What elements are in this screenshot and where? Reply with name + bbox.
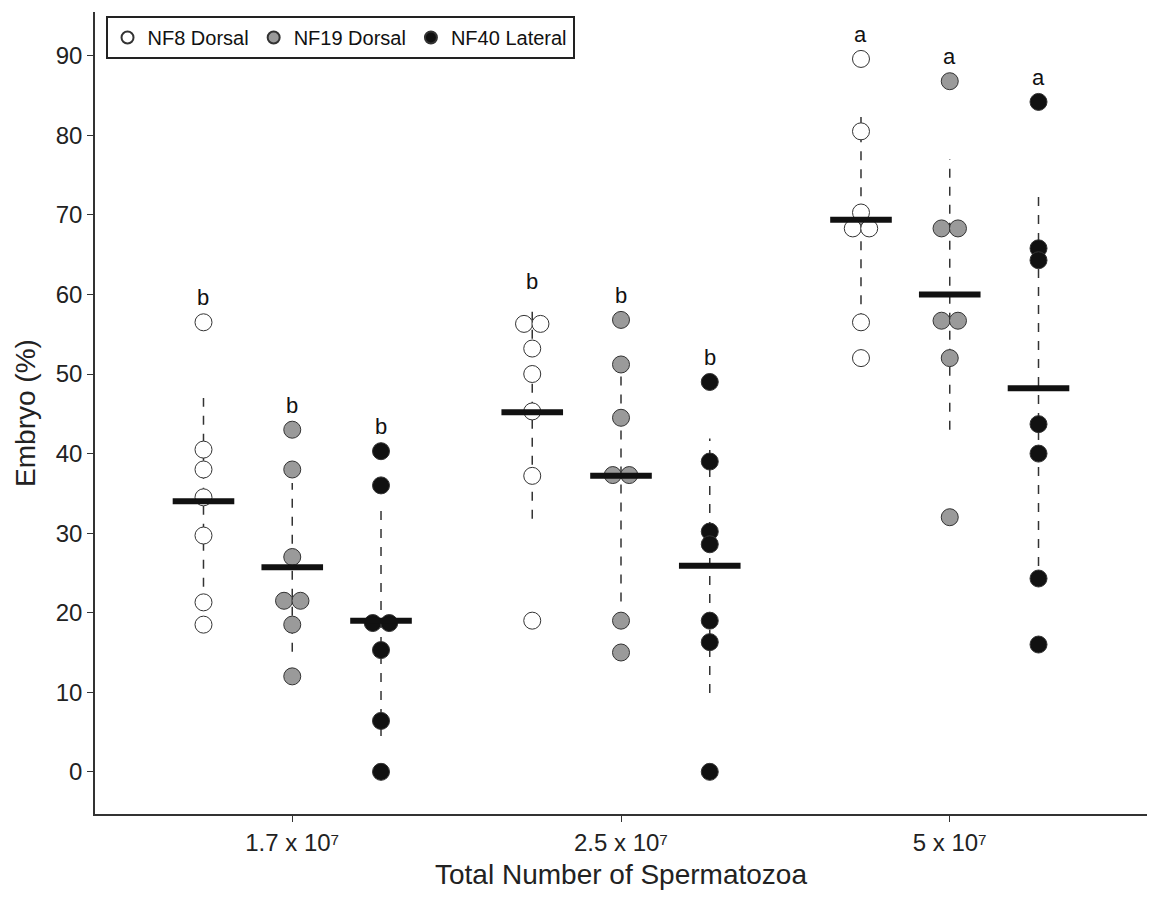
svg-text:b: b <box>704 345 716 370</box>
svg-text:5 x 10⁷: 5 x 10⁷ <box>913 829 987 856</box>
svg-text:Total Number of Spermatozoa: Total Number of Spermatozoa <box>435 859 807 890</box>
svg-text:NF19 Dorsal: NF19 Dorsal <box>294 27 406 49</box>
svg-text:a: a <box>943 44 956 69</box>
svg-text:10: 10 <box>56 679 83 706</box>
svg-text:20: 20 <box>56 599 83 626</box>
svg-text:40: 40 <box>56 440 83 467</box>
svg-text:1.7 x 10⁷: 1.7 x 10⁷ <box>245 829 339 856</box>
svg-text:90: 90 <box>56 42 83 69</box>
svg-text:0: 0 <box>69 758 82 785</box>
svg-text:b: b <box>286 393 298 418</box>
svg-text:a: a <box>854 22 867 47</box>
svg-text:30: 30 <box>56 520 83 547</box>
svg-text:2.5 x 10⁷: 2.5 x 10⁷ <box>574 829 668 856</box>
svg-text:b: b <box>615 283 627 308</box>
svg-text:b: b <box>375 414 387 439</box>
svg-text:Embryo (%): Embryo (%) <box>10 339 41 487</box>
svg-text:NF8 Dorsal: NF8 Dorsal <box>148 27 249 49</box>
svg-text:a: a <box>1032 65 1045 90</box>
svg-text:70: 70 <box>56 201 83 228</box>
svg-text:50: 50 <box>56 360 83 387</box>
svg-text:b: b <box>526 269 538 294</box>
svg-text:NF40 Lateral: NF40 Lateral <box>451 27 567 49</box>
svg-text:80: 80 <box>56 122 83 149</box>
svg-text:60: 60 <box>56 281 83 308</box>
svg-text:b: b <box>197 285 209 310</box>
